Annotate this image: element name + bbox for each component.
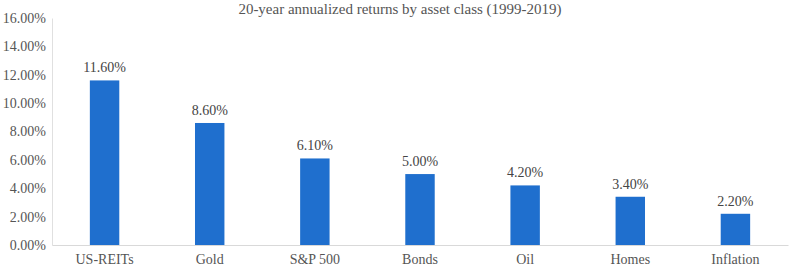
x-axis: US-REITs Gold S&P 500 Bonds Oil Homes Inflatio… [53,245,789,267]
x-tick-label: Homes [610,252,650,267]
y-tick: 4.00% [10,181,52,196]
y-axis: 0.00% 2.00% 4.00% 6.00% 8.00% 10.00% 12.00% 14.… [3,11,53,253]
x-tick-label: US-REITs [76,252,134,267]
y-tick: 12.00% [3,68,52,83]
x-tick-label: Gold [196,252,224,267]
y-tick: 14.00% [3,39,52,54]
title: 20-year annualized returns by asset clas… [238,1,561,18]
bar [405,174,434,245]
y-tick-label: 12.00% [3,68,47,83]
data-label: 8.60% [192,103,229,118]
data-label: 4.20% [507,165,544,180]
x-tick-label: Inflation [711,252,759,267]
y-tick-label: 10.00% [3,96,47,111]
x-tick: Gold [196,245,224,267]
data-label: 5.00% [402,154,439,169]
y-tick-label: 14.00% [3,39,47,54]
bar [616,197,645,245]
x-tick: S&P 500 [290,245,340,267]
bar [510,185,539,245]
x-tick: Oil [516,245,534,267]
y-tick-label: 0.00% [10,238,47,253]
x-tick-label: S&P 500 [290,252,340,267]
bars [90,80,750,245]
x-tick: Inflation [711,245,759,267]
bar [90,80,119,245]
y-tick-label: 2.00% [10,210,47,225]
x-tick-label: Bonds [402,252,438,267]
y-tick-label: 6.00% [10,153,47,168]
y-tick-label: 8.00% [10,124,47,139]
y-axis-line [52,19,53,246]
data-label: 6.10% [297,138,334,153]
x-tick: US-REITs [76,245,134,267]
bar [300,158,329,245]
bar [195,123,224,245]
data-label: 2.20% [717,194,754,209]
data-label: 11.60% [83,60,126,75]
x-tick-label: Oil [516,252,534,267]
chart: 20-year annualized returns by asset clas… [0,0,800,276]
y-tick-label: 16.00% [3,11,47,26]
y-tick: 2.00% [10,210,52,225]
data-label: 3.40% [612,177,649,192]
x-tick: Bonds [402,245,438,267]
x-axis-line [53,245,789,246]
y-tick: 0.00% [10,238,52,253]
data-labels: 11.60% 8.60% 6.10% 5.00% 4.20% 3.40% 2.20% [83,60,754,208]
y-tick: 10.00% [3,96,52,111]
x-tick: Homes [610,245,650,267]
y-tick: 6.00% [10,153,52,168]
bar [721,214,750,245]
y-tick-label: 4.00% [10,181,47,196]
y-tick: 8.00% [10,124,52,139]
y-tick: 16.00% [3,11,52,26]
